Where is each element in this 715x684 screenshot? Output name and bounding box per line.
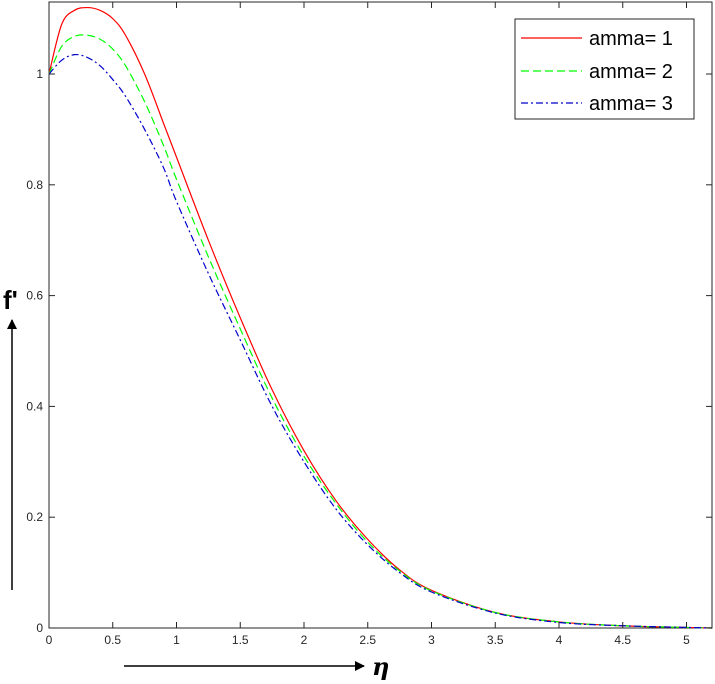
x-tick-label: 2 [301,633,308,647]
legend: amma= 1 amma= 2 amma= 3 [514,18,695,120]
x-tick-label: 0 [46,633,53,647]
x-axis-title: η [372,652,389,681]
legend-label-amma-1: amma= 1 [589,28,673,50]
x-tick-label: 0.5 [104,633,121,647]
x-tick-label: 1.5 [232,633,249,647]
y-tick-label: 0 [36,621,43,635]
x-axis-ticks: 0 0.5 1 1.5 2 2.5 3 3.5 4 4.5 5 [46,2,690,647]
legend-box [514,18,695,120]
y-axis-title: f' [3,285,18,315]
x-tick-label: 3 [428,633,435,647]
x-tick-label: 4.5 [614,633,631,647]
legend-label-amma-3: amma= 3 [589,93,673,115]
x-tick-label: 1 [173,633,180,647]
series-layer [48,6,713,629]
x-tick-label: 2.5 [359,633,376,647]
y-tick-label: 0.2 [26,510,43,524]
x-tick-label: 5 [683,633,690,647]
x-tick-label: 4 [556,633,563,647]
x-tick-label: 3.5 [487,633,504,647]
y-tick-label: 1 [36,67,43,81]
legend-label-amma-2: amma= 2 [589,61,673,83]
y-axis-ticks: 0 0.2 0.4 0.6 0.8 1 [26,67,712,635]
x-axis-title-group: η [124,652,389,681]
y-tick-label: 0.4 [26,399,43,413]
y-tick-label: 0.8 [26,178,43,192]
series-line-amma-3 [48,53,713,629]
y-axis-title-group: f' [3,285,18,590]
y-tick-label: 0.6 [26,289,43,303]
